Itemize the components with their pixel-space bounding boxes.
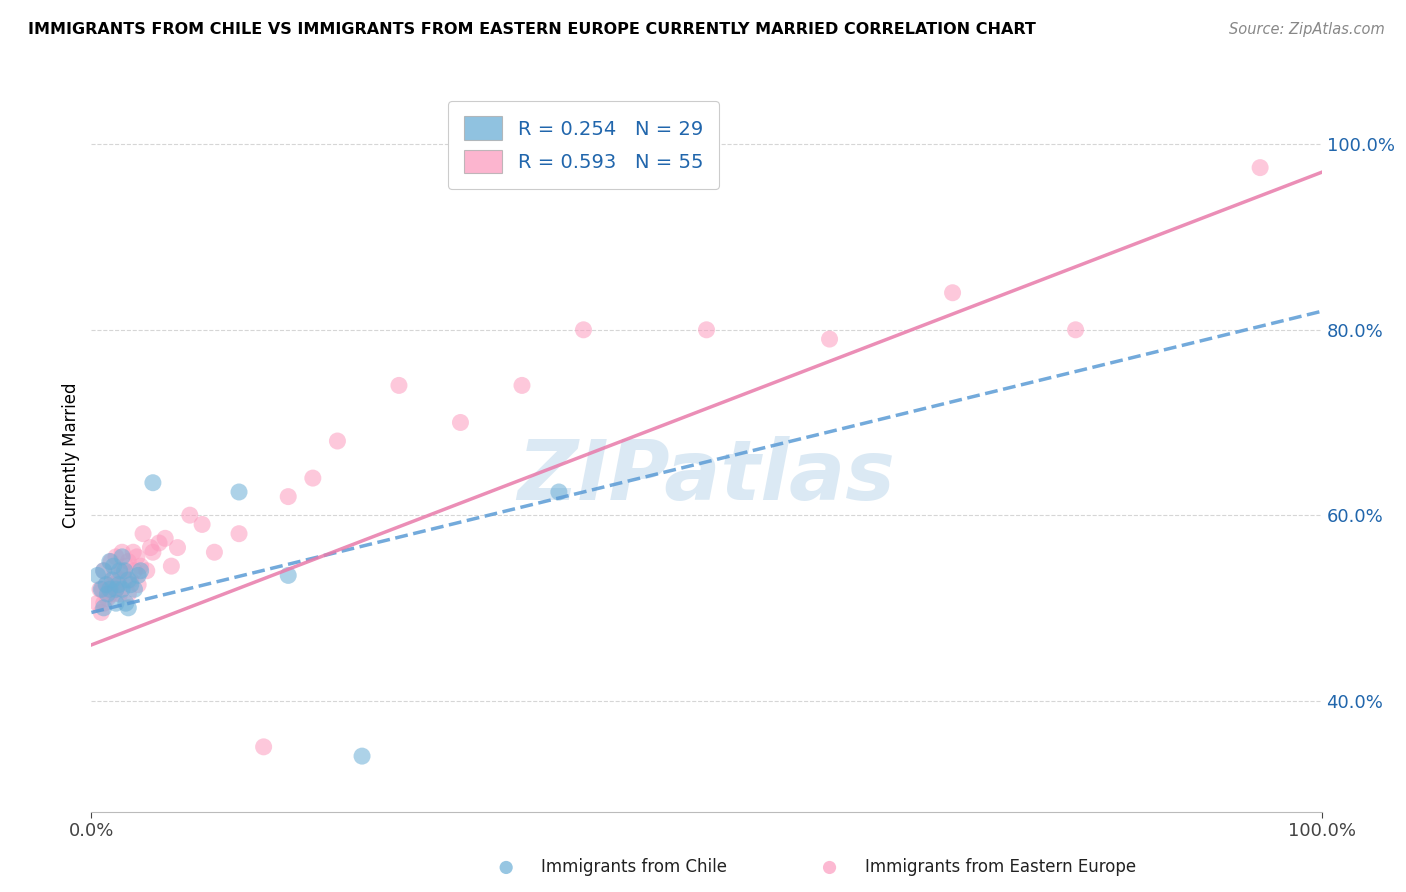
Point bbox=[93, 564, 115, 578]
Point bbox=[388, 378, 411, 392]
Text: IMMIGRANTS FROM CHILE VS IMMIGRANTS FROM EASTERN EUROPE CURRENTLY MARRIED CORREL: IMMIGRANTS FROM CHILE VS IMMIGRANTS FROM… bbox=[28, 22, 1036, 37]
Point bbox=[166, 541, 188, 555]
Point bbox=[135, 564, 157, 578]
Point bbox=[117, 600, 139, 615]
Point bbox=[108, 564, 131, 578]
Point bbox=[326, 434, 349, 448]
Point bbox=[98, 587, 121, 601]
Text: Source: ZipAtlas.com: Source: ZipAtlas.com bbox=[1229, 22, 1385, 37]
Point bbox=[191, 517, 214, 532]
Point bbox=[93, 600, 115, 615]
Point bbox=[104, 568, 127, 582]
Point bbox=[818, 860, 841, 874]
Point bbox=[253, 739, 276, 754]
Point bbox=[129, 559, 152, 574]
Point bbox=[132, 526, 155, 541]
Point bbox=[124, 582, 146, 597]
Point bbox=[96, 577, 117, 591]
Point bbox=[153, 532, 177, 546]
Point bbox=[179, 508, 201, 523]
Point bbox=[122, 545, 145, 559]
Point bbox=[105, 582, 127, 597]
Point bbox=[91, 582, 114, 597]
Point bbox=[93, 564, 115, 578]
Text: ZIPatlas: ZIPatlas bbox=[517, 436, 896, 516]
Point bbox=[107, 573, 129, 587]
Point bbox=[103, 587, 125, 601]
Point bbox=[111, 564, 134, 578]
Point bbox=[818, 332, 841, 346]
Point bbox=[101, 577, 124, 591]
Point bbox=[86, 596, 108, 610]
Point bbox=[129, 564, 152, 578]
Point bbox=[96, 587, 118, 601]
Point bbox=[449, 416, 471, 430]
Point bbox=[105, 549, 127, 564]
Point bbox=[114, 559, 138, 574]
Point bbox=[495, 860, 517, 874]
Point bbox=[228, 526, 250, 541]
Point bbox=[111, 549, 134, 564]
Point bbox=[108, 587, 131, 601]
Point bbox=[96, 577, 117, 591]
Point bbox=[277, 568, 299, 582]
Point bbox=[111, 545, 134, 559]
Point bbox=[510, 378, 533, 392]
Point bbox=[124, 564, 146, 578]
Point bbox=[114, 596, 138, 610]
Point bbox=[117, 554, 139, 568]
Point bbox=[120, 577, 142, 591]
Point bbox=[572, 323, 595, 337]
Text: Immigrants from Chile: Immigrants from Chile bbox=[541, 858, 727, 876]
Point bbox=[117, 587, 139, 601]
Point bbox=[98, 582, 121, 597]
Point bbox=[228, 485, 250, 500]
Point bbox=[160, 559, 183, 574]
Point bbox=[277, 490, 299, 504]
Point bbox=[941, 285, 963, 300]
Point bbox=[127, 568, 149, 582]
Point bbox=[125, 549, 148, 564]
Point bbox=[148, 536, 170, 550]
Point bbox=[105, 596, 127, 610]
Point bbox=[98, 554, 121, 568]
Point bbox=[101, 573, 124, 587]
Point bbox=[107, 577, 129, 591]
Point bbox=[352, 749, 374, 764]
Point bbox=[103, 559, 125, 574]
Point bbox=[301, 471, 323, 485]
Point bbox=[142, 545, 165, 559]
Point bbox=[111, 582, 134, 597]
Point bbox=[105, 582, 127, 597]
Legend: R = 0.254   N = 29, R = 0.593   N = 55: R = 0.254 N = 29, R = 0.593 N = 55 bbox=[449, 101, 718, 189]
Point bbox=[1249, 161, 1271, 175]
Point bbox=[96, 591, 118, 606]
Point bbox=[86, 568, 108, 582]
Point bbox=[89, 582, 111, 597]
Point bbox=[93, 596, 115, 610]
Point bbox=[202, 545, 225, 559]
Point bbox=[97, 582, 120, 597]
Point bbox=[139, 541, 162, 555]
Point bbox=[1064, 323, 1087, 337]
Y-axis label: Currently Married: Currently Married bbox=[62, 382, 80, 528]
Text: Immigrants from Eastern Europe: Immigrants from Eastern Europe bbox=[865, 858, 1136, 876]
Point bbox=[114, 573, 136, 587]
Point bbox=[90, 606, 112, 620]
Point bbox=[114, 564, 136, 578]
Point bbox=[142, 475, 165, 490]
Point bbox=[100, 554, 122, 568]
Point bbox=[695, 323, 717, 337]
Point bbox=[90, 582, 112, 597]
Point bbox=[120, 573, 142, 587]
Point bbox=[127, 577, 149, 591]
Point bbox=[117, 573, 139, 587]
Point bbox=[547, 485, 569, 500]
